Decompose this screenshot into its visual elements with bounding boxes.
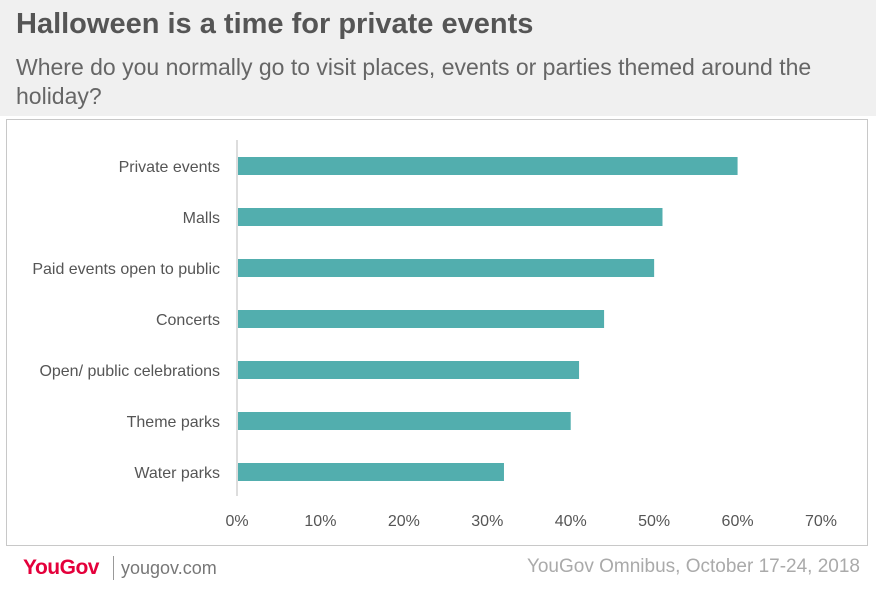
category-label: Malls	[183, 210, 220, 227]
category-label: Private events	[119, 159, 220, 176]
bar	[238, 463, 504, 481]
x-tick-label: 20%	[388, 513, 420, 530]
x-tick-label: 70%	[805, 513, 837, 530]
bar	[238, 310, 605, 328]
bar	[238, 157, 738, 175]
chart-subtitle: Where do you normally go to visit places…	[16, 54, 812, 109]
footer-divider	[113, 556, 114, 580]
footer-site-link[interactable]: yougov.com	[121, 558, 217, 578]
yougov-logo: YouGov	[23, 556, 99, 579]
bar	[238, 412, 571, 430]
category-label: Paid events open to public	[32, 261, 220, 278]
category-label: Theme parks	[127, 414, 220, 431]
footer-source: YouGov Omnibus, October 17-24, 2018	[526, 556, 860, 577]
bar	[238, 259, 655, 277]
x-tick-label: 0%	[225, 513, 248, 530]
x-tick-label: 40%	[555, 513, 587, 530]
category-label: Water parks	[134, 465, 220, 482]
x-tick-label: 30%	[471, 513, 503, 530]
category-label: Open/ public celebrations	[39, 363, 220, 380]
x-tick-label: 50%	[638, 513, 670, 530]
x-tick-label: 60%	[722, 513, 754, 530]
bar	[238, 208, 663, 226]
chart-title: Halloween is a time for private events	[16, 8, 534, 40]
category-label: Concerts	[156, 312, 220, 329]
bar	[238, 361, 580, 379]
x-tick-label: 10%	[304, 513, 336, 530]
header: Halloween is a time for private events W…	[0, 0, 876, 116]
